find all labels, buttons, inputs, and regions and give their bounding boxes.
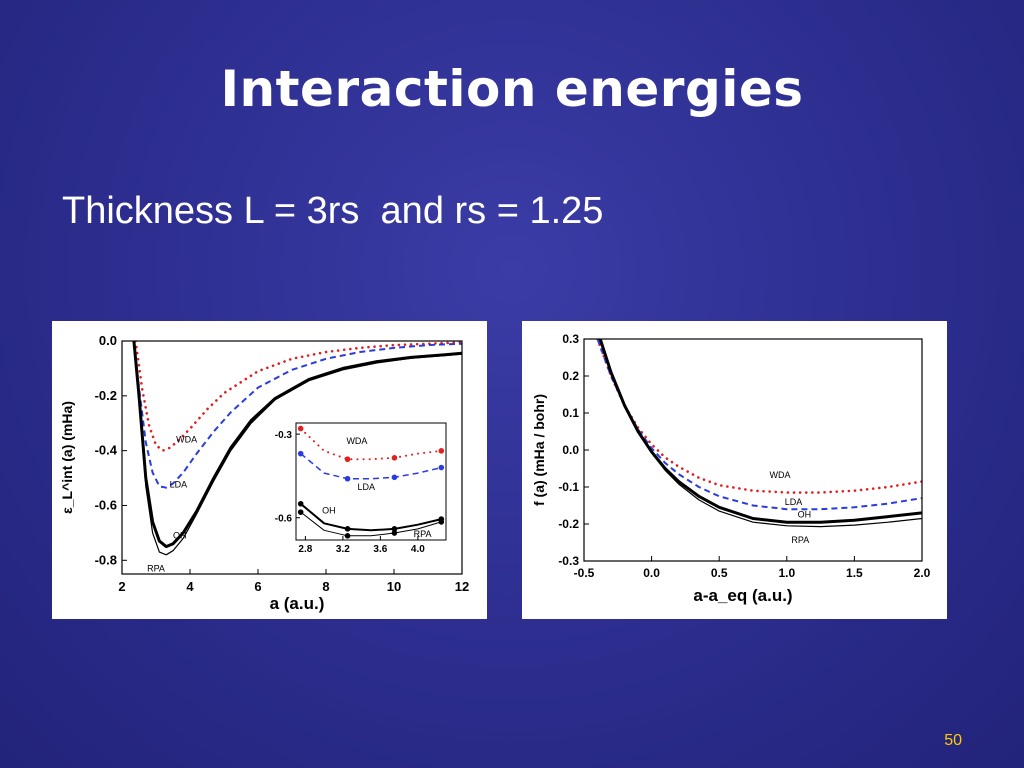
inset-x-tick-label: 4.0 [411, 544, 425, 555]
series-label-wda: WDA [176, 434, 197, 444]
x-axis-label: a-a_eq (a.u.) [693, 586, 792, 605]
x-tick-label: 2 [118, 579, 125, 594]
series-line-oh [132, 341, 462, 549]
force-chart: -0.5 0.0 0.5 1.0 1.5 2.0 0.3 0.2 0.1 0.0 -0.1 -0.2 -… [531, 332, 931, 605]
inset-line-wda [299, 427, 443, 461]
inset-point-lda [391, 474, 398, 481]
series-line-wda [134, 341, 462, 452]
inset-x-tick-label: 3.6 [373, 544, 387, 555]
inset-x-tick-label: 3.2 [336, 544, 350, 555]
inset-point-lda [344, 475, 351, 482]
inset-point-wda [297, 425, 304, 432]
plot-frame [583, 338, 923, 562]
x-tick-label: 4 [186, 579, 194, 594]
inset-series-label-oh: OH [322, 506, 336, 516]
inset-x-tick-label: 2.8 [298, 544, 312, 555]
series-line-oh [598, 339, 922, 524]
inset-point-lda [438, 464, 445, 471]
y-tick-label: -0.2 [95, 388, 117, 403]
inset-series-label-lda: LDA [358, 482, 376, 492]
inset-y-tick-label: -0.3 [275, 430, 293, 441]
x-tick-label: 0.0 [643, 566, 660, 580]
y-tick-label: -0.2 [558, 517, 579, 531]
series-line-rpa [599, 339, 922, 528]
inset-point-wda [438, 448, 445, 454]
inset-line-rpa [300, 511, 442, 537]
x-tick-label: 6 [254, 579, 261, 594]
series-label-oh: OH [798, 510, 812, 520]
force-series-group [596, 339, 922, 528]
inset-series-label-rpa: RPA [414, 529, 432, 539]
inset-line-lda [300, 453, 442, 480]
plot-frame [121, 340, 463, 575]
series-label-rpa: RPA [791, 535, 809, 545]
y-tick-label: -0.3 [558, 554, 579, 568]
inset-point-rpa [391, 530, 398, 536]
page-number: 50 [944, 732, 962, 749]
chart-panel-energy: 2 4 6 8 10 12 0.0 -0.2 -0.4 -0.6 -0.8 a (a.u.) ε_L^i… [52, 321, 487, 619]
inset-chart: 2.8 3.2 3.6 4.0 -0.3 -0.6 WDA LDA OH RPA [275, 422, 447, 555]
series-line-lda [132, 341, 462, 489]
inset-point-rpa [297, 509, 304, 515]
inset-series-label-wda: WDA [346, 436, 367, 446]
inset-y-tick-label: -0.6 [275, 514, 293, 525]
x-tick-label: 1.0 [778, 566, 795, 580]
y-tick-label: 0.1 [562, 406, 579, 420]
series-label-lda: LDA [785, 497, 803, 507]
series-label-lda: LDA [170, 480, 188, 490]
chart-panel-force: -0.5 0.0 0.5 1.0 1.5 2.0 0.3 0.2 0.1 0.0 -0.1 -0.2 -… [522, 321, 947, 619]
y-axis-label: f (a) (mHa / bohr) [531, 394, 547, 506]
y-tick-label: -0.8 [95, 552, 117, 567]
slide-title: Interaction energies [220, 60, 804, 118]
y-tick-label: -0.4 [95, 443, 118, 458]
inset-point-lda [297, 450, 304, 457]
x-tick-label: 8 [322, 579, 329, 594]
x-tick-label: -0.5 [574, 566, 595, 580]
x-tick-label: 2.0 [914, 566, 931, 580]
series-line-lda [596, 339, 922, 511]
series-label-wda: WDA [770, 470, 791, 480]
inset-line-oh [299, 502, 443, 532]
x-tick-label: 10 [387, 579, 401, 594]
slide-subtitle: Thickness L = 3rs and rs = 1.25 [62, 190, 604, 232]
inset-point-wda [344, 456, 351, 463]
inset-point-oh [391, 526, 398, 532]
y-tick-label: 0.3 [562, 332, 579, 346]
y-tick-label: 0.0 [562, 443, 579, 457]
y-tick-label: -0.1 [558, 480, 579, 494]
x-tick-label: 1.5 [846, 566, 863, 580]
y-tick-label: -0.6 [95, 497, 117, 512]
x-tick-label: 12 [455, 579, 469, 594]
inset-point-rpa [344, 533, 351, 539]
series-label-rpa: RPA [147, 563, 165, 573]
inset-point-rpa [438, 519, 445, 525]
series-line-wda [596, 339, 922, 494]
inset-point-oh [297, 500, 304, 507]
series-label-oh: OH [173, 530, 187, 540]
series-line-rpa [133, 341, 462, 556]
x-axis-label: a (a.u.) [270, 594, 325, 613]
x-tick-label: 0.5 [711, 566, 728, 580]
energy-chart: 2 4 6 8 10 12 0.0 -0.2 -0.4 -0.6 -0.8 a (a.u.) ε_L^i… [59, 333, 469, 613]
y-axis-label: ε_L^int (a) (mHa) [59, 401, 75, 514]
y-tick-label: 0.2 [562, 369, 579, 383]
energy-series-group [132, 341, 462, 556]
inset-point-wda [391, 455, 398, 461]
y-tick-label: 0.0 [99, 333, 117, 348]
inset-point-oh [344, 526, 351, 532]
